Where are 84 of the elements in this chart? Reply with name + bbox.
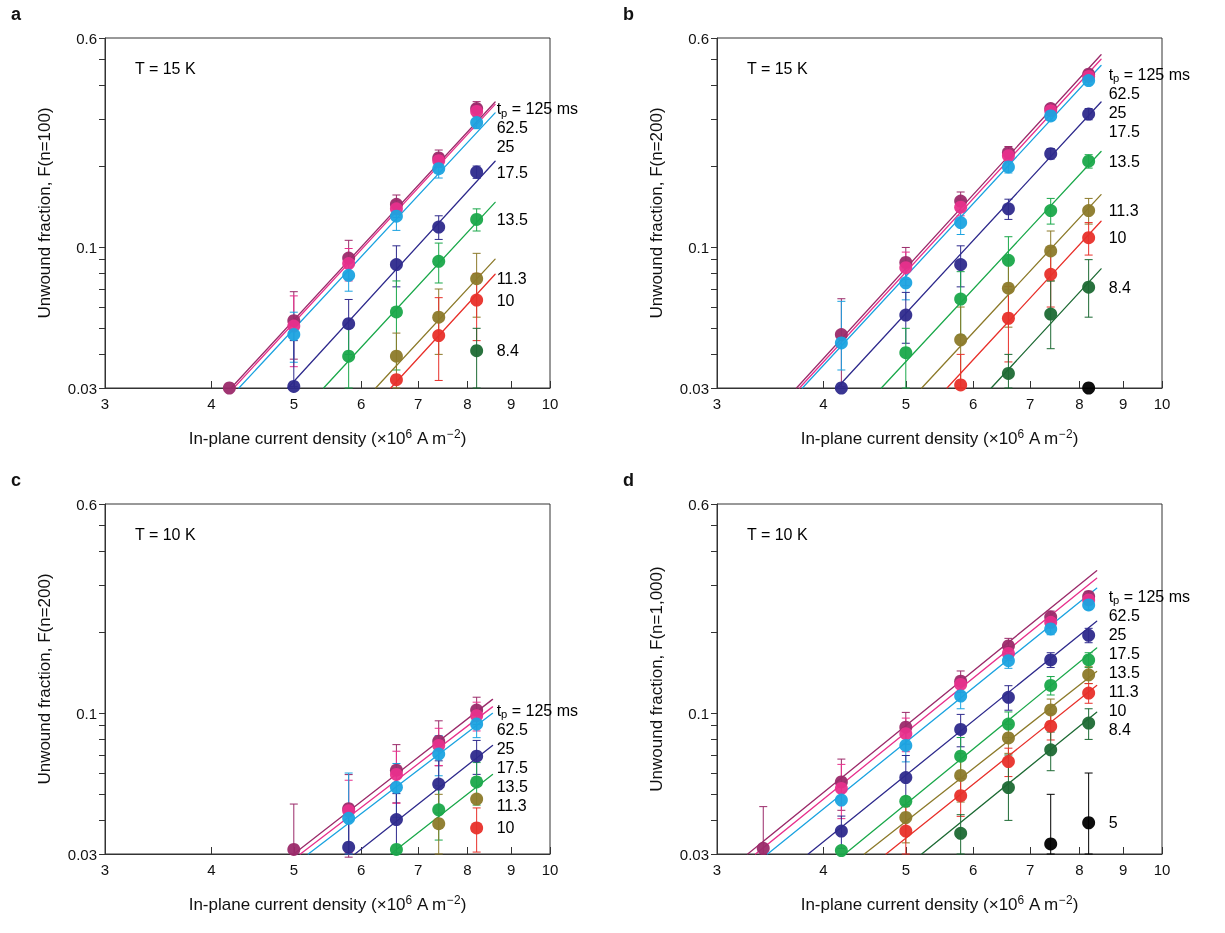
- series-label: 62.5: [496, 119, 528, 137]
- series-label: 17.5: [1108, 122, 1140, 140]
- series-label: 8.4: [496, 342, 519, 360]
- x-tick-label: 8: [1075, 861, 1084, 878]
- x-tick-label: 9: [506, 395, 516, 412]
- y-tick-label: 0.6: [688, 495, 709, 513]
- x-tick-label: 8: [1075, 395, 1084, 412]
- chart-title: d: [623, 470, 634, 490]
- x-tick-label: 4: [207, 395, 216, 412]
- y-tick-label: 0.03: [67, 845, 97, 863]
- series-label: 17.5: [496, 163, 528, 181]
- x-tick-label: 4: [819, 861, 828, 878]
- x-tick-label: 7: [414, 861, 423, 878]
- series-label: 10: [1108, 701, 1127, 719]
- y-tick-label: 0.1: [76, 238, 97, 256]
- x-tick-label: 9: [1118, 395, 1128, 412]
- x-tick-label: 5: [901, 395, 910, 412]
- x-tick-label: 3: [712, 395, 722, 412]
- series-label: 17.5: [496, 758, 528, 776]
- y-tick-label: 0.03: [67, 379, 97, 397]
- x-tick-label: 3: [100, 861, 110, 878]
- x-tick-label: 10: [541, 395, 559, 412]
- y-tick-label: 0.03: [679, 379, 709, 397]
- series-label: 11.3: [496, 796, 527, 814]
- series-label: 8.4: [1108, 720, 1131, 738]
- y-axis-title: Unwound fraction, F(n=1,000): [647, 566, 666, 792]
- y-tick-label: 0.03: [679, 845, 709, 863]
- x-tick-label: 7: [1026, 861, 1035, 878]
- annotation: T = 10 K: [135, 525, 196, 543]
- x-tick-label: 7: [1026, 395, 1035, 412]
- y-axis-title: Unwound fraction, F(n=100): [35, 107, 54, 319]
- series-label: 10: [496, 819, 515, 837]
- x-tick-label: 10: [1153, 395, 1171, 412]
- y-axis-title: Unwound fraction, F(n=200): [647, 107, 666, 319]
- x-tick-label: 6: [969, 861, 978, 878]
- x-tick-label: 5: [901, 861, 910, 878]
- series-label: 25: [1108, 625, 1127, 643]
- x-tick-label: 8: [463, 395, 472, 412]
- x-tick-label: 6: [357, 861, 366, 878]
- y-tick-label: 0.1: [76, 704, 97, 722]
- series-label: 25: [496, 138, 515, 156]
- series-label: 13.5: [496, 777, 528, 795]
- chart-title: a: [11, 4, 22, 24]
- x-tick-label: 5: [289, 861, 298, 878]
- series-label: 10: [1108, 229, 1127, 247]
- x-tick-label: 5: [289, 395, 298, 412]
- x-tick-label: 9: [506, 861, 516, 878]
- y-tick-label: 0.1: [688, 704, 709, 722]
- y-axis-title: Unwound fraction, F(n=200): [35, 573, 54, 785]
- x-tick-label: 10: [541, 861, 559, 878]
- y-tick-label: 0.1: [688, 238, 709, 256]
- x-tick-label: 3: [100, 395, 110, 412]
- series-label: 13.5: [496, 210, 528, 228]
- chart-title: b: [623, 4, 634, 24]
- chart-title: c: [11, 470, 22, 490]
- series-label: 13.5: [1108, 152, 1140, 170]
- y-tick-label: 0.6: [76, 495, 97, 513]
- series-label: 25: [496, 739, 515, 757]
- annotation: T = 15 K: [747, 59, 808, 77]
- x-tick-label: 4: [207, 861, 216, 878]
- x-tick-label: 10: [1153, 861, 1171, 878]
- series-label: 62.5: [1108, 84, 1140, 102]
- x-tick-label: 7: [414, 395, 423, 412]
- series-label: 11.3: [1108, 202, 1139, 220]
- annotation: T = 10 K: [747, 525, 808, 543]
- series-label: 17.5: [1108, 644, 1140, 662]
- y-tick-label: 0.6: [76, 29, 97, 47]
- series-label: 11.3: [1108, 682, 1139, 700]
- series-label: 5: [1108, 814, 1118, 832]
- x-tick-label: 6: [357, 395, 366, 412]
- series-label: 62.5: [1108, 606, 1140, 624]
- x-tick-label: 8: [463, 861, 472, 878]
- y-tick-label: 0.6: [688, 29, 709, 47]
- series-label: 25: [1108, 103, 1127, 121]
- series-label: 13.5: [1108, 663, 1140, 681]
- annotation: T = 15 K: [135, 59, 196, 77]
- x-tick-label: 3: [712, 861, 722, 878]
- x-tick-label: 6: [969, 395, 978, 412]
- series-label: 10: [496, 291, 515, 309]
- series-label: 62.5: [496, 720, 528, 738]
- series-label: 8.4: [1108, 278, 1131, 296]
- x-tick-label: 4: [819, 395, 828, 412]
- series-label: 11.3: [496, 270, 527, 288]
- x-tick-label: 9: [1118, 861, 1128, 878]
